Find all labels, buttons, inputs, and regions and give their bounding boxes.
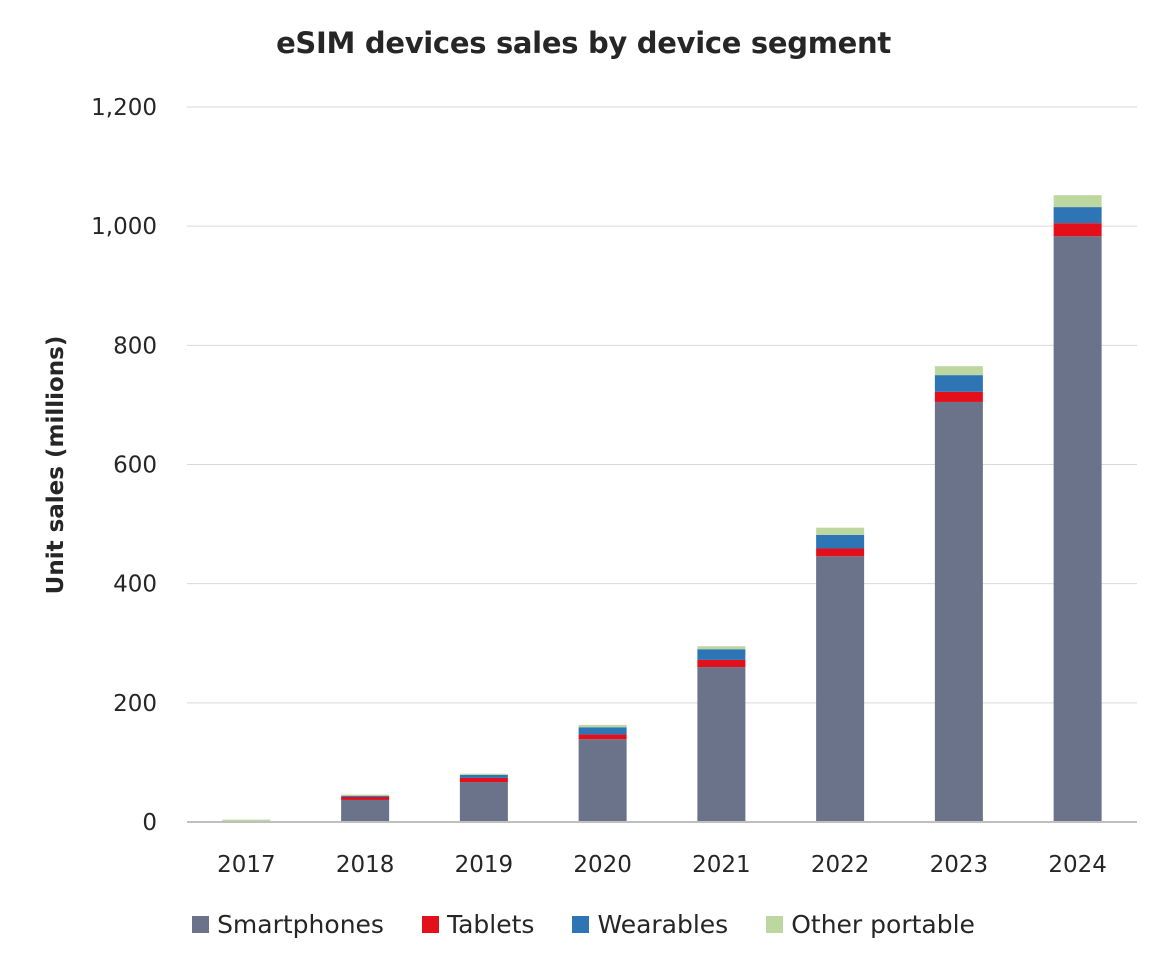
bar-segment-other-portable — [816, 527, 865, 535]
y-tick-label: 1,200 — [91, 95, 157, 121]
bar-segment-wearables — [578, 727, 627, 735]
bar-segment-other-portable — [697, 646, 746, 650]
legend-item: Wearables — [572, 910, 728, 939]
legend-swatch — [766, 916, 784, 933]
bar-segment-other-portable — [578, 724, 627, 728]
y-tick-label: 800 — [113, 333, 157, 359]
bar-segment-tablets — [816, 548, 865, 557]
y-tick-label: 400 — [113, 572, 157, 598]
y-tick-label: 0 — [142, 810, 157, 836]
bar-segment-tablets — [459, 777, 508, 783]
bar-segment-other-portable — [459, 773, 508, 775]
bar-segment-wearables — [816, 534, 865, 549]
bar-segment-wearables — [459, 774, 508, 778]
y-tick-label: 600 — [113, 453, 157, 479]
legend: Smartphones Tablets Wearables Other portabl… — [0, 910, 1167, 939]
legend-label: Smartphones — [217, 910, 384, 939]
bar-segment-other-portable — [222, 819, 271, 822]
chart-title: eSIM devices sales by device segment — [276, 26, 891, 60]
bar-segment-smartphones — [341, 799, 390, 822]
bar-segment-other-portable — [934, 366, 983, 376]
x-tick-label: 2020 — [573, 852, 632, 878]
x-tick-label: 2024 — [1048, 852, 1107, 878]
bar-segment-smartphones — [934, 401, 983, 822]
bar-segment-wearables — [341, 795, 390, 797]
bar-segment-tablets — [578, 734, 627, 740]
bar-segment-tablets — [1053, 223, 1102, 237]
x-tick-label: 2023 — [930, 852, 989, 878]
x-tick-label: 2022 — [811, 852, 870, 878]
bar-segment-wearables — [697, 649, 746, 660]
x-axis-ticks: 2017 2018 2019 2020 2021 2022 2023 2024 — [217, 852, 1107, 878]
bar-segment-smartphones — [459, 782, 508, 822]
legend-item: Tablets — [421, 910, 535, 939]
y-tick-label: 1,000 — [91, 214, 157, 240]
bar-segment-smartphones — [816, 556, 865, 822]
x-tick-label: 2018 — [336, 852, 395, 878]
bars — [222, 195, 1102, 822]
bar-segment-smartphones — [1053, 236, 1102, 822]
legend-label: Other portable — [791, 910, 975, 939]
bar-segment-tablets — [341, 796, 390, 800]
legend-swatch — [192, 916, 210, 933]
legend-label: Wearables — [597, 910, 729, 939]
legend-swatch — [572, 916, 590, 933]
bar-segment-smartphones — [578, 739, 627, 822]
y-tick-label: 200 — [113, 691, 157, 717]
bar-segment-wearables — [1053, 207, 1102, 224]
legend-label: Tablets — [446, 910, 535, 939]
bar-segment-smartphones — [697, 667, 746, 822]
legend-item: Smartphones — [192, 910, 384, 939]
bar-segment-wearables — [934, 375, 983, 392]
x-tick-label: 2019 — [455, 852, 514, 878]
bar-segment-tablets — [934, 391, 983, 402]
bar-segment-other-portable — [1053, 195, 1102, 208]
bar-segment-other-portable — [341, 794, 390, 796]
bar-segment-tablets — [697, 659, 746, 668]
gridlines — [187, 106, 1137, 704]
x-tick-label: 2017 — [217, 852, 276, 878]
y-axis-ticks: 0 200 400 600 800 1,000 1,200 — [91, 95, 157, 836]
legend-item: Other portable — [766, 910, 975, 939]
x-tick-label: 2021 — [692, 852, 751, 878]
legend-swatch — [421, 916, 439, 933]
